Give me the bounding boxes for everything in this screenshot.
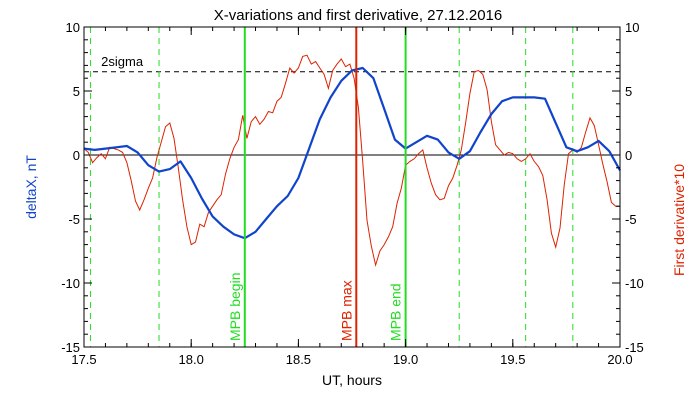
- chart-title: X-variations and first derivative, 27.12…: [214, 7, 503, 24]
- y-tick-label-left-5: 10: [66, 20, 80, 35]
- x-tick-label-1: 18.0: [179, 352, 204, 367]
- y-tick-label-left-0: -15: [61, 340, 80, 355]
- x-axis-label: UT, hours: [322, 372, 382, 388]
- y-tick-label-left-3: 0: [73, 148, 80, 163]
- y-tick-label-left-1: -10: [61, 276, 80, 291]
- y-tick-label-left-4: 5: [73, 84, 80, 99]
- y-tick-label-right-4: 5: [625, 84, 632, 99]
- y-tick-label-left-2: -5: [68, 212, 80, 227]
- series-line-deltax: [83, 66, 621, 240]
- x-tick-label-5: 20.0: [607, 352, 632, 367]
- y-tick-label-right-2: -5: [625, 212, 637, 227]
- x-tick-label-2: 18.5: [286, 352, 311, 367]
- plot-frame: [83, 26, 621, 348]
- x-tick-label-0: 17.5: [71, 352, 96, 367]
- x-tick-label-4: 19.5: [500, 352, 525, 367]
- series-line-derivative: [83, 54, 620, 268]
- plot-area: 2sigma MPB begin MPB max MPB end: [83, 27, 621, 347]
- y-tick-label-right-0: -15: [625, 340, 644, 355]
- y-tick-label-right-5: 10: [625, 20, 639, 35]
- x-tick-label-3: 19.0: [393, 352, 418, 367]
- y-tick-label-right-3: 0: [625, 148, 632, 163]
- event-marker-label-2: MPB end: [388, 283, 404, 341]
- y-tick-label-right-1: -10: [625, 276, 644, 291]
- threshold-label: 2sigma: [101, 54, 144, 69]
- event-marker-label-0: MPB begin: [227, 273, 243, 341]
- y-axis-label-left: deltaX, nT: [23, 155, 39, 219]
- event-marker-label-1: MPB max: [338, 280, 354, 341]
- y-axis-label-right: First derivative*10: [671, 164, 687, 276]
- axes: 17.5 18.0 18.5 19.0 19.5 20.0-15 -15-10 -10-5 -5…: [61, 20, 644, 367]
